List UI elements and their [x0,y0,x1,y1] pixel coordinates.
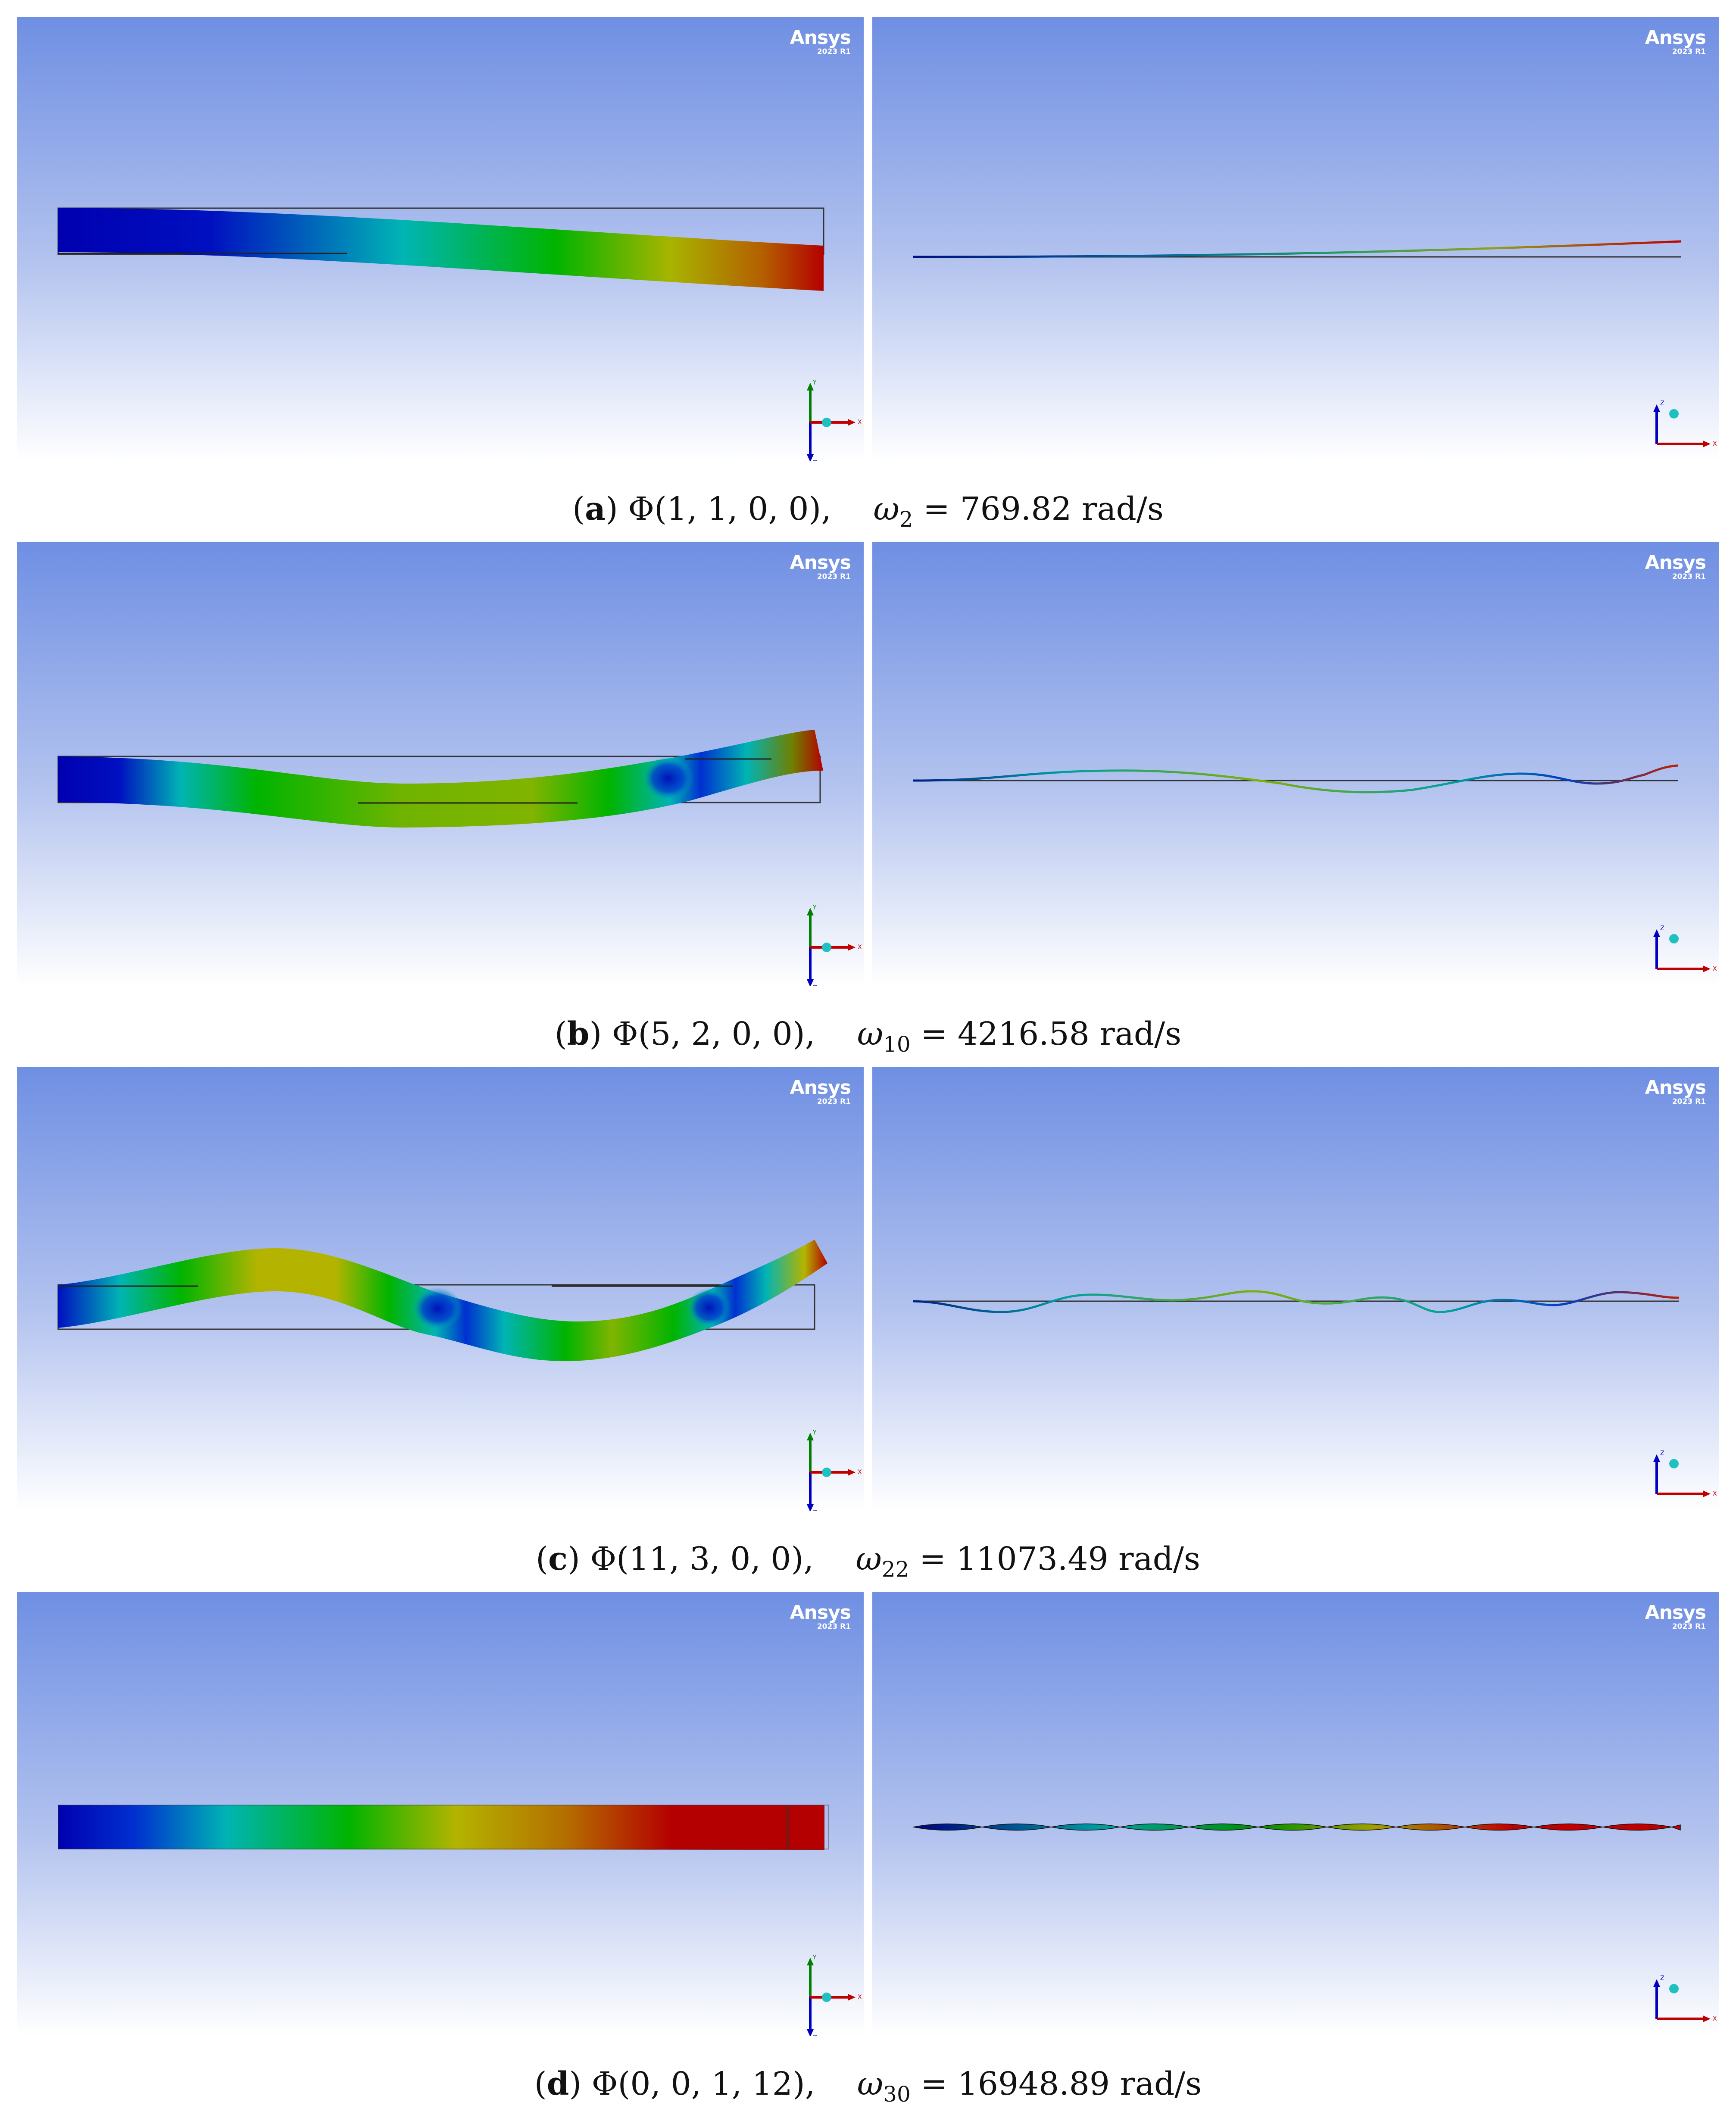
deformed-beam-side [913,764,1679,793]
svg-text:Z: Z [813,1509,817,1511]
svg-text:Y: Y [812,904,817,911]
deformed-beam-side [913,1823,1681,1831]
ansys-logo: Ansys 2023 R1 [1645,552,1706,581]
viewport-a-front[interactable]: Ansys 2023 R1 X Y Z [17,17,864,461]
svg-text:X: X [1713,965,1717,972]
triad-xz-icon: X Z [1639,379,1719,461]
svg-text:Z: Z [813,2034,817,2036]
viewport-a-side[interactable]: Ansys 2023 R1 X Z [872,17,1719,461]
svg-text:X: X [858,944,862,951]
triad-xz-icon: X Z [1639,1429,1719,1511]
viewport-d-front[interactable]: Ansys 2023 R1 X Y Z [17,1592,864,2036]
deformed-beam [58,1805,824,1850]
caption-c: (c) Φ(11, 3, 0, 0), ω22 = 11073.49 rad/s [536,1540,1200,1582]
caption-b: (b) Φ(5, 2, 0, 0), ω10 = 4216.58 rad/s [554,1015,1182,1057]
triad-xyz-icon: X Y Z [784,379,864,461]
ansys-logo: Ansys 2023 R1 [790,1077,851,1106]
deformed-beam [58,730,823,828]
viewport-c-side[interactable]: Ansys 2023 R1 X Z [872,1067,1719,1511]
deformed-beam-side [913,1290,1680,1313]
svg-text:X: X [1713,440,1717,447]
svg-text:Z: Z [1660,400,1664,407]
svg-text:X: X [1713,1490,1717,1497]
svg-text:Z: Z [1660,1450,1664,1457]
svg-text:Z: Z [1660,1975,1664,1982]
triad-xyz-icon: X Y Z [784,904,864,986]
svg-text:Y: Y [812,379,817,386]
ansys-logo: Ansys 2023 R1 [1645,1602,1706,1631]
triad-xyz-icon: X Y Z [784,1429,864,1511]
svg-text:X: X [858,1469,862,1476]
ansys-logo: Ansys 2023 R1 [790,27,851,56]
deformed-beam-side [913,240,1682,258]
svg-text:Z: Z [813,459,817,461]
svg-text:Z: Z [1660,925,1664,932]
svg-text:X: X [858,419,862,426]
triad-xz-icon: X Z [1639,904,1719,986]
caption-a: (a) Φ(1, 1, 0, 0), ω2 = 769.82 rad/s [572,490,1164,532]
deformed-beam [58,208,824,291]
ansys-logo: Ansys 2023 R1 [1645,1077,1706,1106]
ansys-logo: Ansys 2023 R1 [790,1602,851,1631]
ansys-logo: Ansys 2023 R1 [790,552,851,581]
viewport-b-front[interactable]: Ansys 2023 R1 X Y Z [17,542,864,986]
svg-text:Y: Y [812,1429,817,1436]
viewport-c-front[interactable]: Ansys 2023 R1 X Y Z [17,1067,864,1511]
svg-text:X: X [1713,2015,1717,2022]
triad-xyz-icon: X Y Z [784,1954,864,2036]
svg-text:Y: Y [812,1954,817,1961]
caption-d: (d) Φ(0, 0, 1, 12), ω30 = 16948.89 rad/s [534,2065,1202,2107]
ansys-logo: Ansys 2023 R1 [1645,27,1706,56]
viewport-b-side[interactable]: Ansys 2023 R1 X Z [872,542,1719,986]
svg-text:X: X [858,1994,862,2001]
viewport-d-side[interactable]: Ansys 2023 R1 X Z [872,1592,1719,2036]
triad-xz-icon: X Z [1639,1954,1719,2036]
svg-text:Z: Z [813,984,817,986]
